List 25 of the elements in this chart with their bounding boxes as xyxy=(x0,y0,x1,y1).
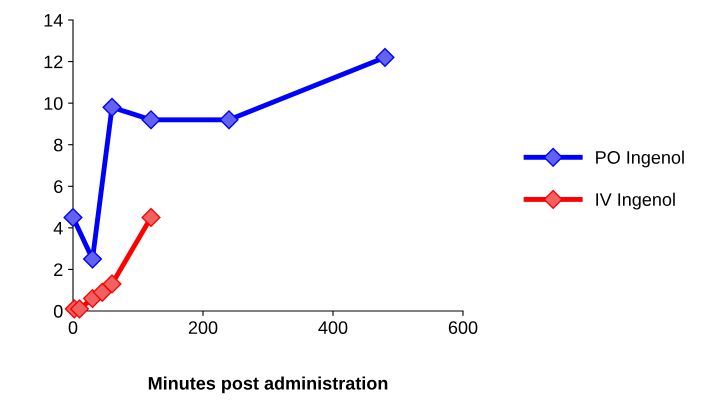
y-tick-label: 2 xyxy=(54,263,62,276)
y-tick-label: 6 xyxy=(54,180,62,194)
y-tick-label: 10 xyxy=(44,97,63,110)
y-tick-label: 14 xyxy=(44,14,63,27)
y-tick-label: 12 xyxy=(44,56,62,68)
x-tick-label: 400 xyxy=(318,321,348,334)
legend-label: PO Ingenol xyxy=(596,150,684,168)
point xyxy=(102,274,122,294)
point xyxy=(63,208,83,227)
x-tick-label: 200 xyxy=(188,321,218,334)
point xyxy=(375,48,395,67)
point xyxy=(82,250,102,269)
x-axis-title: Minutes post administration xyxy=(148,376,388,394)
y-tick-label: 4 xyxy=(54,222,63,234)
point xyxy=(70,299,90,318)
legend-label: IV Ingenol xyxy=(596,192,675,210)
point xyxy=(141,110,161,130)
point xyxy=(102,98,122,117)
y-tick-label: 0 xyxy=(54,304,63,318)
x-tick-label: 600 xyxy=(448,321,478,334)
y-tick-label: 8 xyxy=(54,138,62,152)
point xyxy=(219,110,239,130)
point xyxy=(92,282,112,302)
x-tick-label: 0 xyxy=(68,321,78,334)
point xyxy=(141,208,161,227)
